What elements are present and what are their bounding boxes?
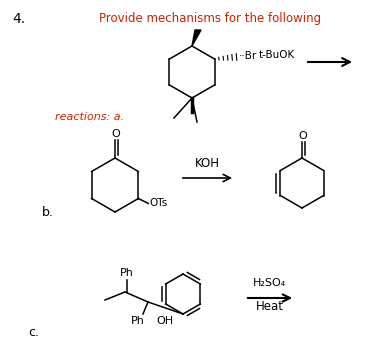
Polygon shape [192,30,201,46]
Text: 4.: 4. [12,12,25,26]
Text: KOH: KOH [195,157,219,170]
Text: ··Br: ··Br [239,51,257,61]
Text: reactions: a.: reactions: a. [55,112,124,122]
Text: OTs: OTs [149,199,168,208]
Text: Provide mechanisms for the following: Provide mechanisms for the following [99,12,321,25]
Text: b.: b. [42,206,54,219]
Text: t-BuOK: t-BuOK [259,50,295,60]
Text: H₂SO₄: H₂SO₄ [254,278,286,288]
Text: O: O [111,129,120,139]
Text: OH: OH [156,316,173,326]
Text: O: O [299,131,308,141]
Text: Ph: Ph [131,316,145,326]
Text: Heat: Heat [256,300,284,313]
Text: Ph: Ph [120,268,134,278]
Text: c.: c. [28,326,39,339]
